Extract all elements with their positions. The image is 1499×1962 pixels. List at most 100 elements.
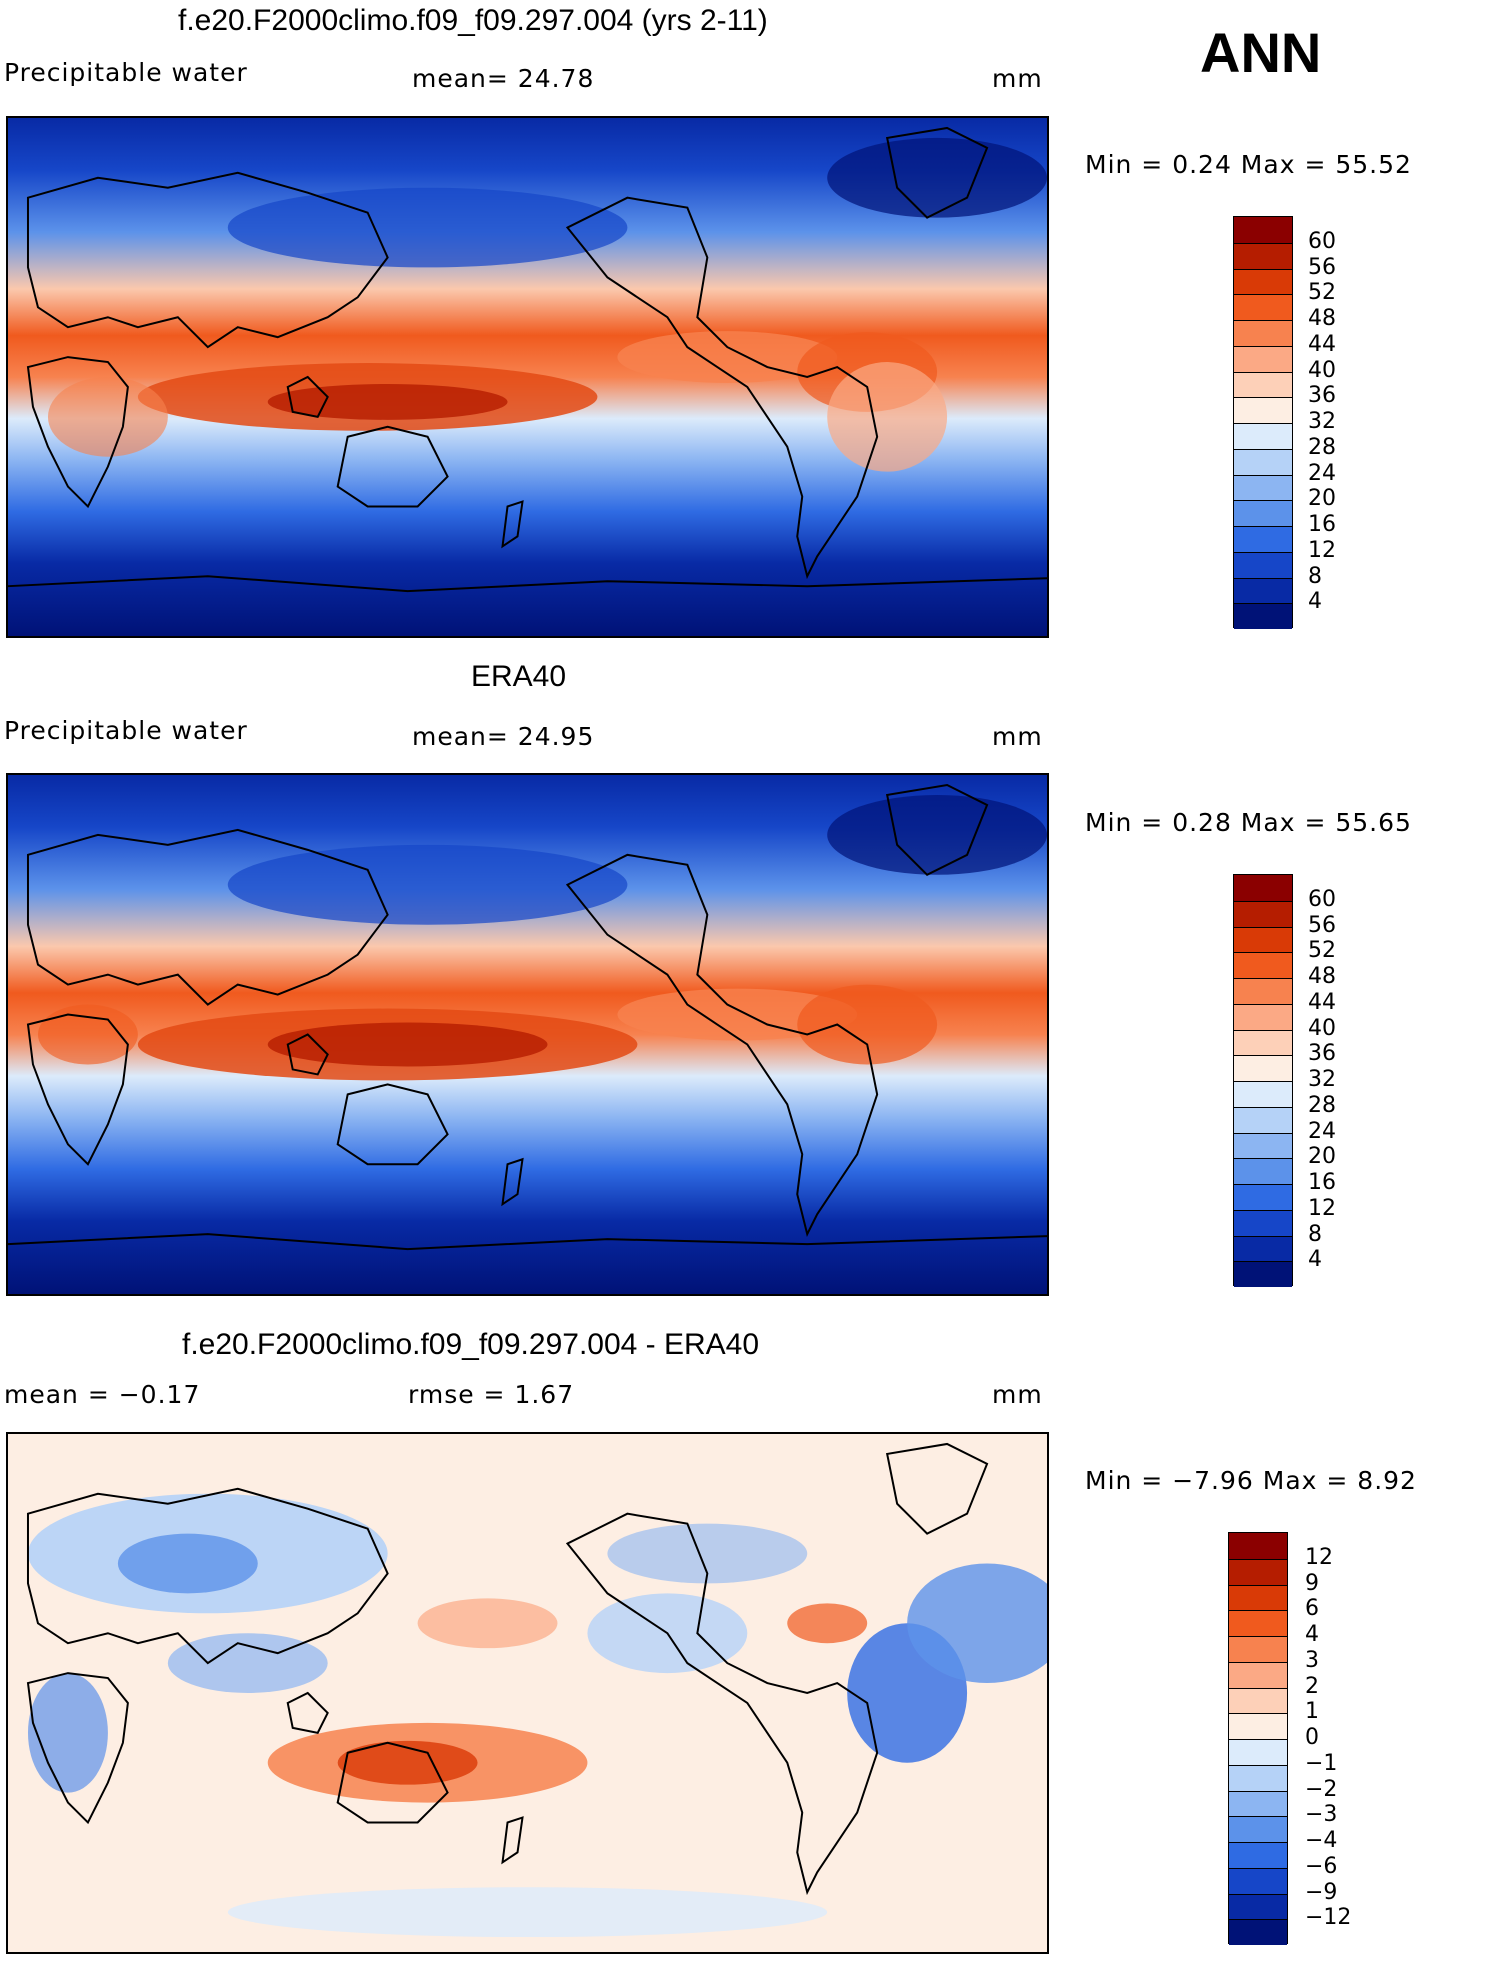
colorbar-swatch: [1234, 1106, 1292, 1133]
colorbar-swatch: [1229, 1893, 1287, 1920]
colorbar-swatch: [1234, 978, 1292, 1004]
colorbar-label: 12: [1308, 1195, 1336, 1221]
panel-2-map: [6, 773, 1049, 1296]
panel-2-units: mm: [992, 722, 1043, 751]
colorbar-swatch: [1229, 1867, 1287, 1894]
colorbar-label: 20: [1308, 1144, 1336, 1170]
colorbar-label: 4: [1305, 1622, 1319, 1647]
colorbar-label: 32: [1308, 1067, 1336, 1092]
panel-2-minmax: Min = 0.28 Max = 55.65: [1085, 808, 1412, 837]
panel-3-units: mm: [992, 1380, 1043, 1409]
colorbar-label: 32: [1308, 409, 1336, 434]
colorbar-label: 56: [1308, 912, 1336, 938]
colorbar-swatch: [1234, 577, 1292, 604]
colorbar-label: 16: [1308, 1170, 1336, 1195]
panel-3-map-field: [8, 1434, 1047, 1952]
colorbar-swatch: [1234, 900, 1292, 927]
colorbar-label: 20: [1308, 486, 1336, 512]
panel-1-minmax: Min = 0.24 Max = 55.52: [1085, 150, 1412, 179]
colorbar-label: −12: [1305, 1905, 1352, 1931]
panel-2-title: ERA40: [471, 660, 567, 693]
colorbar-swatch: [1234, 1184, 1292, 1210]
colorbar-label: 40: [1308, 1015, 1336, 1041]
colorbar-swatch: [1234, 397, 1292, 423]
colorbar-label: 9: [1305, 1570, 1319, 1596]
colorbar-label: −2: [1305, 1776, 1338, 1802]
colorbar-swatch: [1229, 1610, 1287, 1636]
colorbar-swatch: [1229, 1558, 1287, 1585]
colorbar-label: 36: [1308, 383, 1336, 409]
colorbar-swatch: [1234, 294, 1292, 320]
colorbar-swatch: [1229, 1713, 1287, 1739]
colorbar-label: 4: [1308, 1247, 1322, 1273]
colorbar-label: 1: [1305, 1699, 1319, 1725]
colorbar-swatch: [1234, 217, 1292, 243]
colorbar-label: 24: [1308, 460, 1336, 486]
colorbar-label: 48: [1308, 306, 1336, 331]
panel-1-title: f.e20.F2000climo.f09_f09.297.004 (yrs 2-…: [178, 4, 768, 37]
colorbar-label: 44: [1308, 989, 1336, 1015]
colorbar-swatch: [1234, 320, 1292, 346]
colorbar-label: 12: [1305, 1544, 1333, 1570]
colorbar-swatch: [1234, 500, 1292, 526]
colorbar-swatch: [1234, 1158, 1292, 1184]
colorbar-label: 8: [1308, 1221, 1322, 1247]
colorbar-label: 52: [1308, 280, 1336, 306]
panel-2-variable-label: Precipitable water: [4, 716, 248, 745]
colorbar-label: 24: [1308, 1118, 1336, 1144]
colorbar-swatch: [1234, 603, 1292, 629]
colorbar-swatch: [1229, 1919, 1287, 1945]
colorbar-label: −1: [1305, 1750, 1338, 1776]
colorbar-swatch: [1234, 1209, 1292, 1236]
colorbar-label: 48: [1308, 964, 1336, 989]
colorbar-label: 16: [1308, 512, 1336, 537]
panel-1-units: mm: [992, 64, 1043, 93]
colorbar-swatch: [1229, 1764, 1287, 1791]
colorbar-swatch: [1234, 926, 1292, 953]
colorbar-label: 8: [1308, 563, 1322, 589]
colorbar-swatch: [1234, 1235, 1292, 1262]
colorbar-label: 40: [1308, 357, 1336, 383]
colorbar-label: 2: [1305, 1673, 1319, 1699]
colorbar-swatch: [1234, 526, 1292, 552]
colorbar-label: 28: [1308, 434, 1336, 460]
colorbar-label: 60: [1308, 228, 1336, 254]
colorbar-swatch: [1234, 371, 1292, 398]
colorbar-swatch: [1234, 551, 1292, 578]
colorbar-label: 12: [1308, 537, 1336, 563]
panel-1-variable-label: Precipitable water: [4, 58, 248, 87]
colorbar-swatch: [1229, 1739, 1287, 1765]
panel-2-map-field: [8, 775, 1047, 1294]
colorbar-label: 52: [1308, 938, 1336, 964]
panel-3-minmax: Min = −7.96 Max = 8.92: [1085, 1466, 1417, 1495]
colorbar-label: 56: [1308, 254, 1336, 280]
colorbar-label: 36: [1308, 1041, 1336, 1067]
colorbar-label: 0: [1305, 1725, 1319, 1750]
panel-3-mean-label: mean = −0.17: [4, 1380, 201, 1409]
colorbar-label: 60: [1308, 886, 1336, 912]
colorbar-swatch: [1229, 1687, 1287, 1714]
colorbar-label: 6: [1305, 1596, 1319, 1622]
colorbar-swatch: [1234, 952, 1292, 978]
colorbar-label: 44: [1308, 331, 1336, 357]
colorbar-swatch: [1229, 1636, 1287, 1662]
panel-3-colorbar: [1228, 1532, 1288, 1945]
panel-2-mean-label: mean= 24.95: [412, 722, 595, 751]
colorbar-swatch: [1234, 242, 1292, 269]
panel-3-rmse-label: rmse = 1.67: [408, 1380, 575, 1409]
panel-3-title: f.e20.F2000climo.f09_f09.297.004 - ERA40: [182, 1328, 760, 1361]
panel-1-map: [6, 116, 1049, 638]
panel-3-map: [6, 1432, 1049, 1954]
panel-1-colorbar: [1233, 216, 1293, 629]
colorbar-label: 4: [1308, 589, 1322, 615]
colorbar-label: −6: [1305, 1853, 1338, 1879]
colorbar-swatch: [1229, 1790, 1287, 1817]
colorbar-swatch: [1229, 1584, 1287, 1611]
colorbar-swatch: [1234, 1132, 1292, 1159]
colorbar-label: 3: [1305, 1647, 1319, 1673]
colorbar-label: −9: [1305, 1879, 1338, 1905]
colorbar-swatch: [1234, 448, 1292, 475]
colorbar-label: 28: [1308, 1092, 1336, 1118]
colorbar-swatch: [1234, 875, 1292, 901]
colorbar-swatch: [1234, 1029, 1292, 1056]
